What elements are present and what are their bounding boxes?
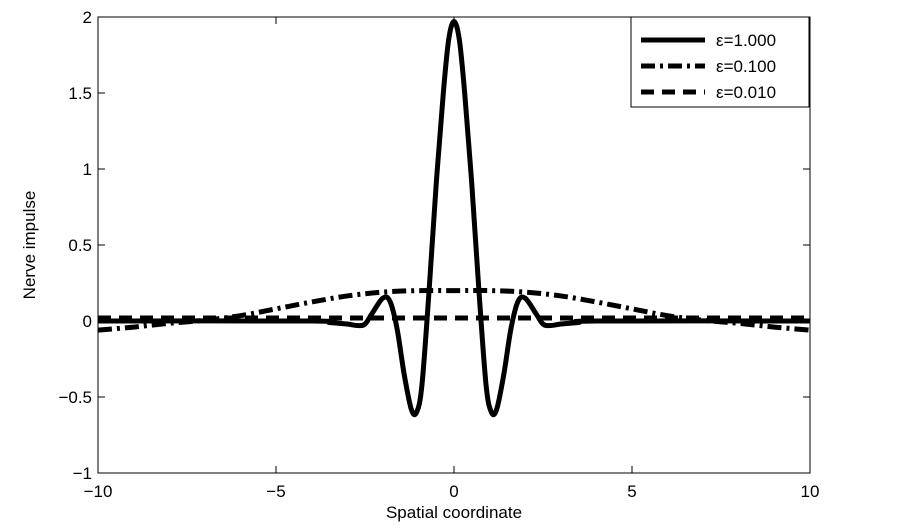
y-tick-label: 0.5 [68, 236, 92, 255]
x-tick-label: −5 [266, 482, 285, 501]
y-tick-label: 0 [83, 312, 92, 331]
legend-items: ε=1.000 ε=0.100 ε=0.010 [641, 31, 776, 102]
legend-label: ε=0.100 [716, 57, 776, 76]
y-tick-label: 1.5 [68, 84, 92, 103]
legend: ε=1.000 ε=0.100 ε=0.010 [630, 16, 810, 108]
y-tick-label: 1 [83, 160, 92, 179]
y-axis-label: Nerve impulse [20, 191, 39, 300]
x-tick-label: 5 [627, 482, 636, 501]
x-axis-label: Spatial coordinate [386, 503, 522, 522]
series-line [97, 19, 811, 418]
legend-box [630, 16, 810, 108]
legend-label: ε=1.000 [716, 31, 776, 50]
y-tick-label: −1 [73, 464, 92, 483]
y-tick-label: −0.5 [58, 388, 92, 407]
x-tick-label: −10 [84, 482, 113, 501]
series-line [97, 287, 811, 333]
x-tick-label: 10 [801, 482, 820, 501]
series-lines [97, 19, 811, 418]
y-tick-label: 2 [83, 8, 92, 27]
tick-labels: −10 −5 0 5 10 −1 −0.5 0 0.5 1 1.5 2 [58, 8, 819, 501]
x-tick-label: 0 [449, 482, 458, 501]
legend-label: ε=0.010 [716, 83, 776, 102]
